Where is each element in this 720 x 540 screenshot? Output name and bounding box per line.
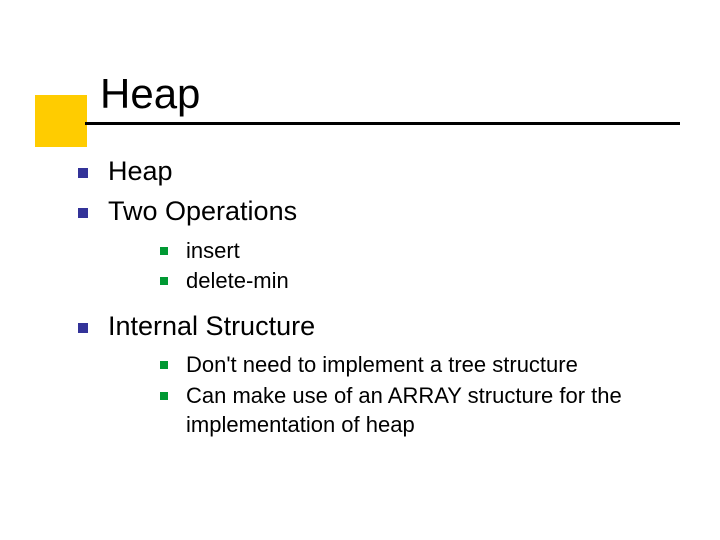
square-bullet-icon bbox=[160, 277, 168, 285]
square-bullet-icon bbox=[78, 208, 88, 218]
list-item: Heap bbox=[60, 155, 680, 189]
slide-title: Heap bbox=[100, 70, 200, 118]
list-item-text: Internal Structure bbox=[108, 311, 315, 341]
slide: { "title": { "text": "Heap", "font_size_… bbox=[0, 0, 720, 540]
slide-body: Heap Two Operations insert delete-min bbox=[60, 155, 680, 453]
bullet-list-level2: insert delete-min bbox=[108, 237, 680, 296]
square-bullet-icon bbox=[78, 323, 88, 333]
square-bullet-icon bbox=[160, 361, 168, 369]
list-item: Internal Structure Don't need to impleme… bbox=[60, 310, 680, 440]
list-item-text: Heap bbox=[108, 156, 173, 186]
list-item-text: Can make use of an ARRAY structure for t… bbox=[186, 383, 622, 437]
list-item-text: Don't need to implement a tree structure bbox=[186, 352, 578, 377]
list-item: insert bbox=[108, 237, 680, 266]
list-item: Can make use of an ARRAY structure for t… bbox=[108, 382, 680, 439]
list-item: Two Operations insert delete-min bbox=[60, 195, 680, 296]
square-bullet-icon bbox=[160, 392, 168, 400]
title-accent-square bbox=[35, 95, 87, 147]
bullet-list-level2: Don't need to implement a tree structure… bbox=[108, 351, 680, 439]
list-item: delete-min bbox=[108, 267, 680, 296]
bullet-list-level1: Heap Two Operations insert delete-min bbox=[60, 155, 680, 439]
square-bullet-icon bbox=[78, 168, 88, 178]
list-item: Don't need to implement a tree structure bbox=[108, 351, 680, 380]
list-item-text: insert bbox=[186, 238, 240, 263]
square-bullet-icon bbox=[160, 247, 168, 255]
title-underline bbox=[85, 122, 680, 125]
list-item-text: delete-min bbox=[186, 268, 289, 293]
list-item-text: Two Operations bbox=[108, 196, 297, 226]
